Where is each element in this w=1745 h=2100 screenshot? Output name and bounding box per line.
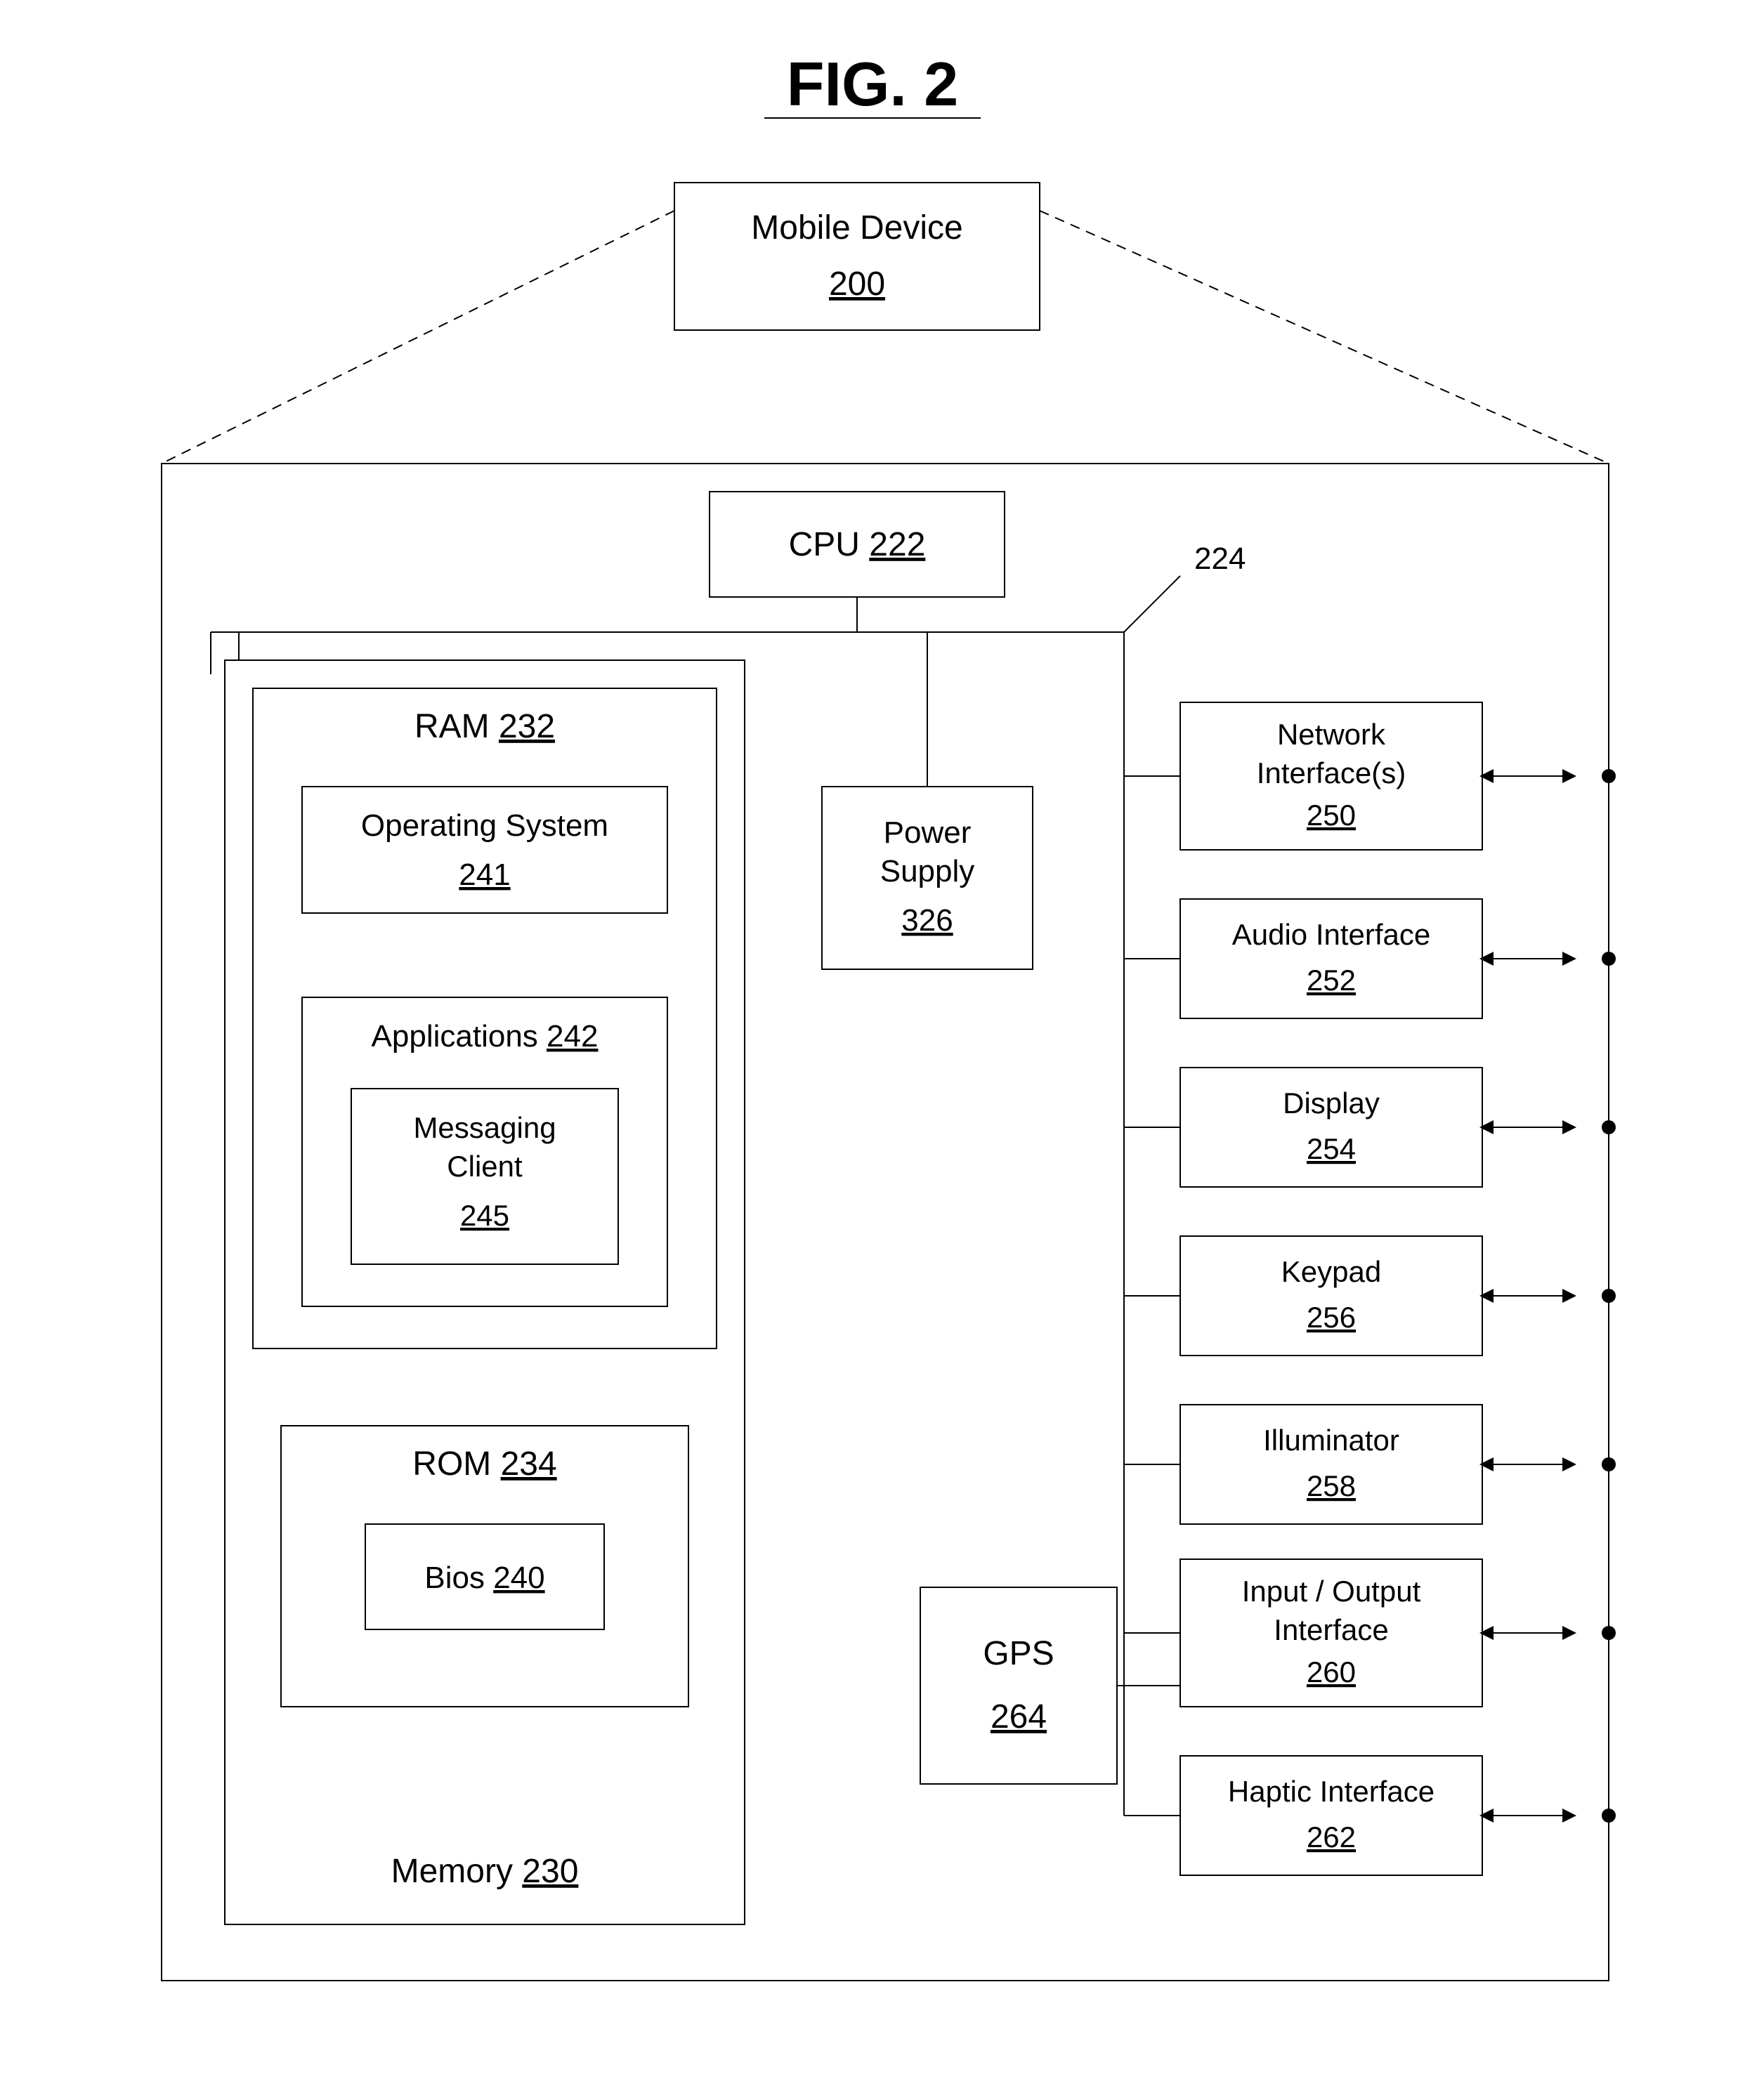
num-power: 326 (901, 903, 953, 938)
num-keypad: 256 (1307, 1301, 1356, 1334)
ext-dot-haptic (1602, 1809, 1616, 1823)
label-io-2: Interface (1274, 1613, 1388, 1646)
box-display (1180, 1068, 1482, 1187)
box-gps (920, 1587, 1117, 1784)
label-io-1: Input / Output (1242, 1575, 1421, 1608)
ext-dot-display (1602, 1120, 1616, 1134)
num-audio: 252 (1307, 964, 1356, 997)
num-haptic: 262 (1307, 1820, 1356, 1853)
expand-line-right (1040, 211, 1609, 464)
ext-dot-keypad (1602, 1289, 1616, 1303)
label-rom: ROM 234 (412, 1445, 556, 1483)
box-audio (1180, 899, 1482, 1018)
label-msg1: Messaging (413, 1111, 556, 1144)
box-os (302, 787, 667, 913)
label-illum: Illuminator (1263, 1424, 1399, 1457)
num-mobile-device: 200 (829, 265, 885, 303)
box-haptic (1180, 1756, 1482, 1875)
num-display: 254 (1307, 1132, 1356, 1165)
label-haptic: Haptic Interface (1228, 1775, 1434, 1808)
label-net-1: Network (1277, 718, 1386, 751)
num-os: 241 (459, 858, 510, 892)
label-ram: RAM 232 (414, 708, 555, 745)
label-apps: Applications 242 (372, 1019, 599, 1054)
bus-ref-224: 224 (1194, 542, 1246, 576)
box-illum (1180, 1405, 1482, 1524)
num-gps: 264 (991, 1698, 1047, 1735)
label-mobile-device: Mobile Device (751, 209, 962, 247)
num-io: 260 (1307, 1655, 1356, 1688)
label-os: Operating System (361, 808, 608, 843)
label-cpu: CPU 222 (789, 526, 926, 563)
label-bios: Bios 240 (424, 1561, 544, 1595)
ext-dot-audio (1602, 952, 1616, 966)
figure-title: FIG. 2 (787, 49, 959, 119)
label-audio: Audio Interface (1232, 918, 1431, 951)
expand-line-left (162, 211, 674, 464)
num-net: 250 (1307, 799, 1356, 832)
diagram-svg: FIG. 2 Mobile Device 200 CPU 222 224 Memory 2… (0, 0, 1745, 2100)
label-power1: Power (884, 815, 972, 850)
label-msg2: Client (447, 1150, 523, 1183)
label-memory: Memory 230 (391, 1853, 579, 1890)
ext-dot-io (1602, 1626, 1616, 1640)
ext-dot-net (1602, 769, 1616, 783)
num-illum: 258 (1307, 1469, 1356, 1502)
label-net-2: Interface(s) (1257, 756, 1406, 789)
label-power2: Supply (880, 854, 975, 888)
label-keypad: Keypad (1281, 1255, 1381, 1288)
box-mobile-device (674, 183, 1040, 330)
label-display: Display (1283, 1087, 1380, 1120)
num-msg: 245 (460, 1199, 509, 1232)
box-keypad (1180, 1236, 1482, 1356)
ext-dot-illum (1602, 1457, 1616, 1471)
label-gps: GPS (983, 1635, 1054, 1672)
